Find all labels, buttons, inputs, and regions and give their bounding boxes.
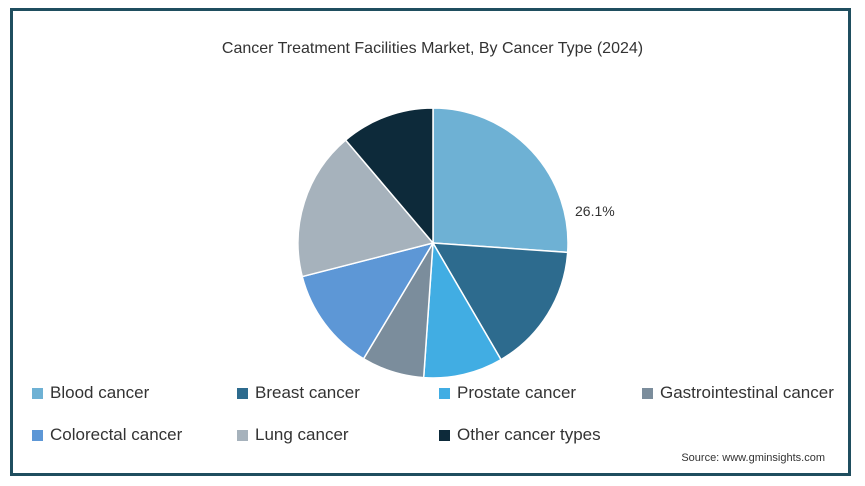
blood-cancer-data-label: 26.1% [575, 203, 615, 219]
legend-item-other-cancer-types: Other cancer types [439, 425, 601, 445]
legend-swatch [439, 429, 450, 441]
legend-label: Colorectal cancer [50, 425, 183, 444]
legend-swatch [439, 387, 450, 399]
legend-label: Gastrointestinal cancer [660, 383, 834, 402]
source-note: Source: www.gminsights.com [681, 452, 825, 464]
legend-label: Breast cancer [255, 383, 360, 402]
legend-item-lung-cancer: Lung cancer [237, 425, 349, 445]
legend-label: Blood cancer [50, 383, 150, 402]
legend-swatch [642, 387, 653, 399]
legend-label: Other cancer types [457, 425, 601, 444]
legend-item-breast-cancer: Breast cancer [237, 383, 360, 403]
legend-label: Prostate cancer [457, 383, 577, 402]
legend-item-gastrointestinal-cancer: Gastrointestinal cancer [642, 383, 834, 403]
chart-title: Cancer Treatment Facilities Market, By C… [221, 40, 644, 57]
pie-slice-lung-cancer [297, 139, 435, 278]
legend-item-colorectal-cancer: Colorectal cancer [32, 425, 182, 445]
legend-swatch [32, 387, 43, 399]
pie-slice-blood-cancer [432, 107, 569, 254]
legend-swatch [32, 429, 43, 441]
legend-label: Lung cancer [255, 425, 349, 444]
pie-slice-prostate-cancer [422, 240, 503, 379]
legend-swatch [237, 429, 248, 441]
pie-slice-colorectal-cancer [301, 241, 435, 360]
legend-item-prostate-cancer: Prostate cancer [439, 383, 576, 403]
legend-item-blood-cancer: Blood cancer [32, 383, 149, 403]
legend-swatch [237, 387, 248, 399]
pie-slice-other-cancer-types [344, 107, 434, 246]
pie-slice-breast-cancer [431, 242, 569, 361]
